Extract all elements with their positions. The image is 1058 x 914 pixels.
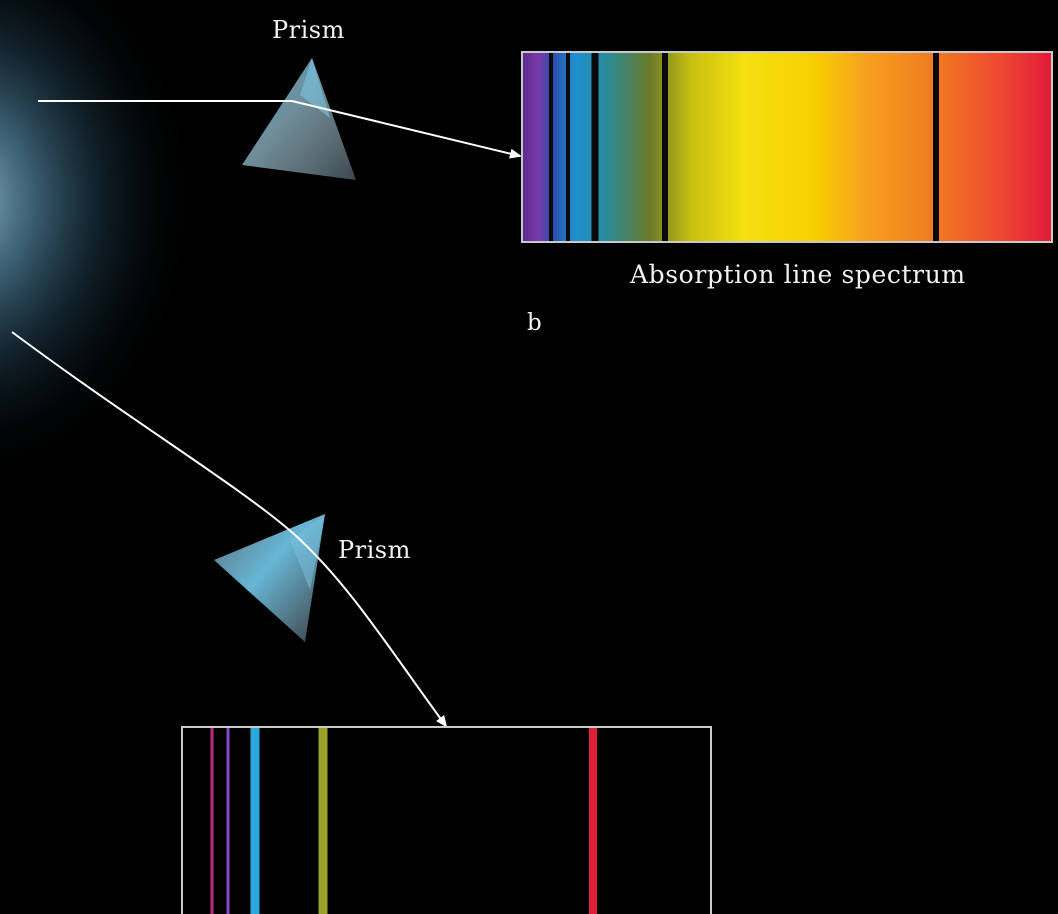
light-ray-bottom bbox=[11, 331, 448, 728]
prism-label-top: Prism bbox=[272, 16, 345, 44]
panel-letter: b bbox=[527, 310, 542, 336]
absorption-line bbox=[662, 53, 668, 241]
light-ray-top bbox=[38, 100, 522, 159]
emission-line bbox=[589, 728, 597, 914]
absorption-spectrum-caption: Absorption line spectrum bbox=[630, 260, 966, 289]
absorption-line bbox=[591, 53, 599, 241]
emission-line bbox=[318, 728, 328, 914]
emission-spectrum-panel bbox=[181, 726, 712, 914]
light-source-glow bbox=[0, 0, 330, 520]
absorption-spectrum-panel bbox=[521, 51, 1053, 243]
absorption-line bbox=[549, 53, 553, 241]
prism-label-bottom: Prism bbox=[338, 536, 411, 564]
emission-line bbox=[226, 728, 230, 914]
emission-line bbox=[250, 728, 260, 914]
prism-top-icon bbox=[242, 58, 356, 180]
absorption-line bbox=[566, 53, 570, 241]
absorption-line bbox=[933, 53, 939, 241]
prism-bottom-icon bbox=[214, 514, 325, 642]
emission-line bbox=[210, 728, 214, 914]
